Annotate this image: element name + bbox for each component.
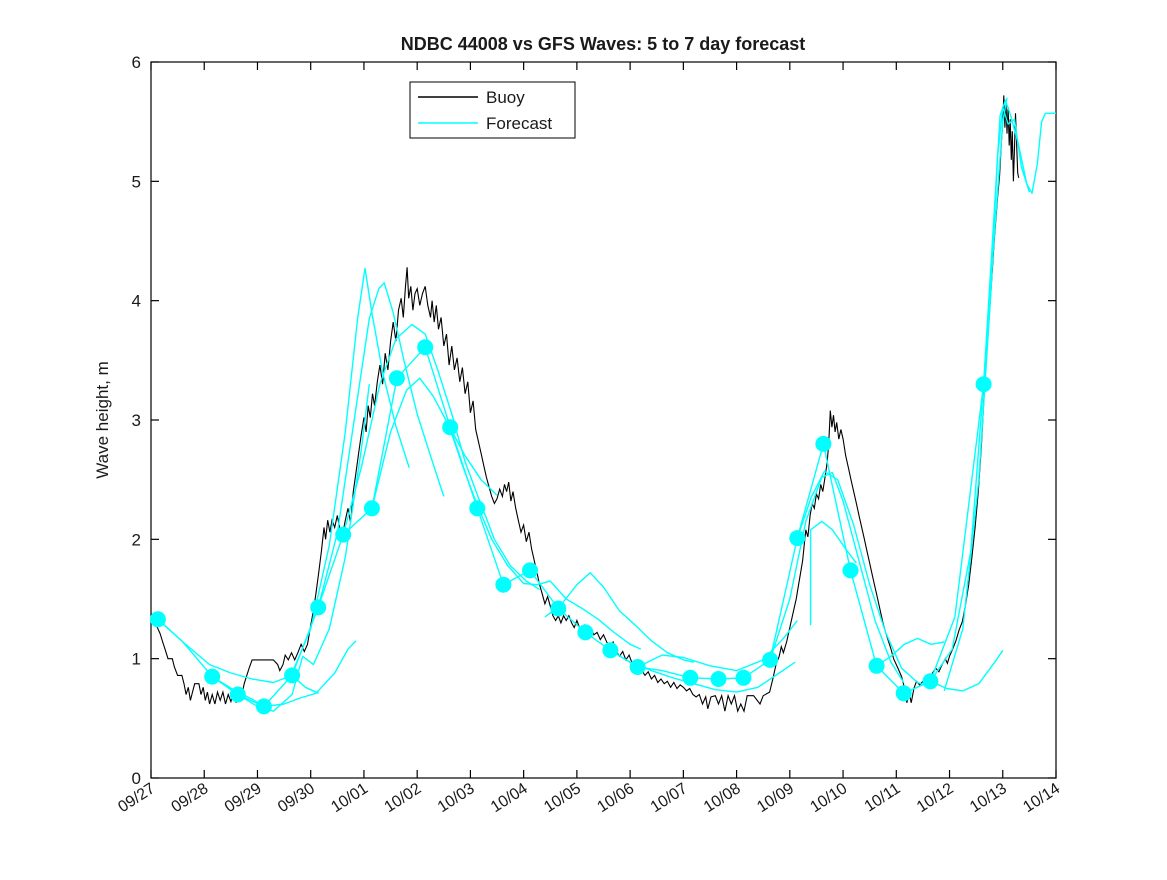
forecast-dot (388, 370, 405, 387)
legend-label-forecast: Forecast (486, 114, 552, 133)
x-tick-label: 10/04 (488, 780, 531, 816)
y-tick-label: 3 (132, 411, 141, 430)
x-tick-label: 10/13 (967, 780, 1010, 816)
forecast-dot (577, 624, 594, 641)
forecast-dot (469, 500, 486, 517)
legend-label-buoy: Buoy (486, 88, 525, 107)
forecast-dot (602, 642, 619, 659)
forecast-dot (710, 671, 727, 687)
forecast-run-line (930, 649, 1004, 692)
x-tick-label: 10/07 (648, 780, 691, 816)
forecast-dot (815, 435, 832, 452)
forecast-run-line (237, 384, 370, 712)
forecast-dot (735, 669, 752, 686)
x-tick-label: 09/28 (169, 780, 212, 816)
forecast-run-line (448, 425, 498, 496)
x-tick-label: 10/12 (914, 780, 957, 816)
forecast-dot (842, 562, 859, 579)
forecast-dot (495, 576, 512, 593)
y-axis-label: Wave height, m (93, 361, 112, 478)
y-tick-label: 2 (132, 530, 141, 549)
forecast-dot (335, 526, 352, 543)
legend-box (409, 81, 576, 139)
x-tick-label: 10/05 (541, 780, 584, 816)
forecast-dot (255, 698, 272, 715)
x-tick-label: 10/11 (862, 780, 904, 815)
forecast-run-line (157, 618, 319, 694)
x-axis-tick-labels: 09/27 09/28 09/29 09/30 10/01 10/02 10/03 10/04… (115, 780, 1063, 816)
axis-ticks (150, 61, 1057, 779)
forecast-run-line (796, 470, 931, 688)
forecast-run-line (291, 267, 410, 674)
series-layer (149, 95, 1056, 715)
x-tick-label: 10/09 (754, 780, 797, 816)
forecast-dot (789, 530, 806, 547)
x-tick-label: 09/29 (222, 780, 265, 816)
forecast-dot (284, 667, 301, 684)
forecast-dot (922, 673, 939, 690)
forecast-run-line (769, 471, 905, 683)
forecast-dot (204, 668, 221, 685)
y-axis-tick-labels: 0 1 2 3 4 5 6 (132, 53, 141, 788)
forecast-dot (682, 669, 699, 686)
x-tick-label: 10/10 (807, 780, 850, 816)
forecast-run-line (342, 323, 540, 591)
y-tick-label: 5 (132, 172, 141, 191)
x-tick-label: 09/30 (275, 780, 318, 816)
x-tick-label: 10/01 (328, 780, 371, 816)
x-tick-label: 10/14 (1020, 780, 1063, 816)
forecast-dot (417, 339, 434, 356)
forecast-dot (522, 562, 538, 579)
forecast-dot (363, 500, 380, 517)
forecast-run-line (943, 106, 1031, 692)
forecast-dot (550, 600, 567, 617)
forecast-dot (868, 657, 885, 674)
y-tick-label: 4 (132, 292, 141, 311)
legend: Buoy Forecast (409, 81, 576, 139)
forecast-run-line (876, 637, 945, 667)
forecast-dot (629, 659, 646, 675)
chart-title: NDBC 44008 vs GFS Waves: 5 to 7 day fore… (401, 34, 806, 54)
forecast-dot (442, 419, 459, 436)
y-tick-label: 6 (132, 53, 141, 72)
x-tick-label: 10/06 (594, 780, 637, 816)
forecast-dot (762, 651, 779, 668)
forecast-dot (229, 686, 246, 703)
buoy-line (150, 95, 1020, 714)
y-tick-label: 1 (132, 650, 141, 669)
forecast-dot (895, 685, 912, 702)
x-tick-label: 10/03 (435, 780, 478, 816)
forecast-run-line (317, 282, 445, 608)
forecast-run-line (371, 377, 642, 650)
forecast-dot (149, 611, 166, 628)
x-tick-label: 10/02 (382, 780, 425, 816)
x-tick-label: 10/08 (701, 780, 744, 816)
forecast-dot (975, 376, 992, 393)
forecast-dot (310, 599, 327, 616)
forecast-run-line (544, 572, 695, 663)
forecast-run-line (809, 520, 857, 626)
y-tick-label: 0 (132, 769, 141, 788)
forecast-run-line (637, 620, 798, 672)
forecast-run-line (929, 99, 1056, 682)
